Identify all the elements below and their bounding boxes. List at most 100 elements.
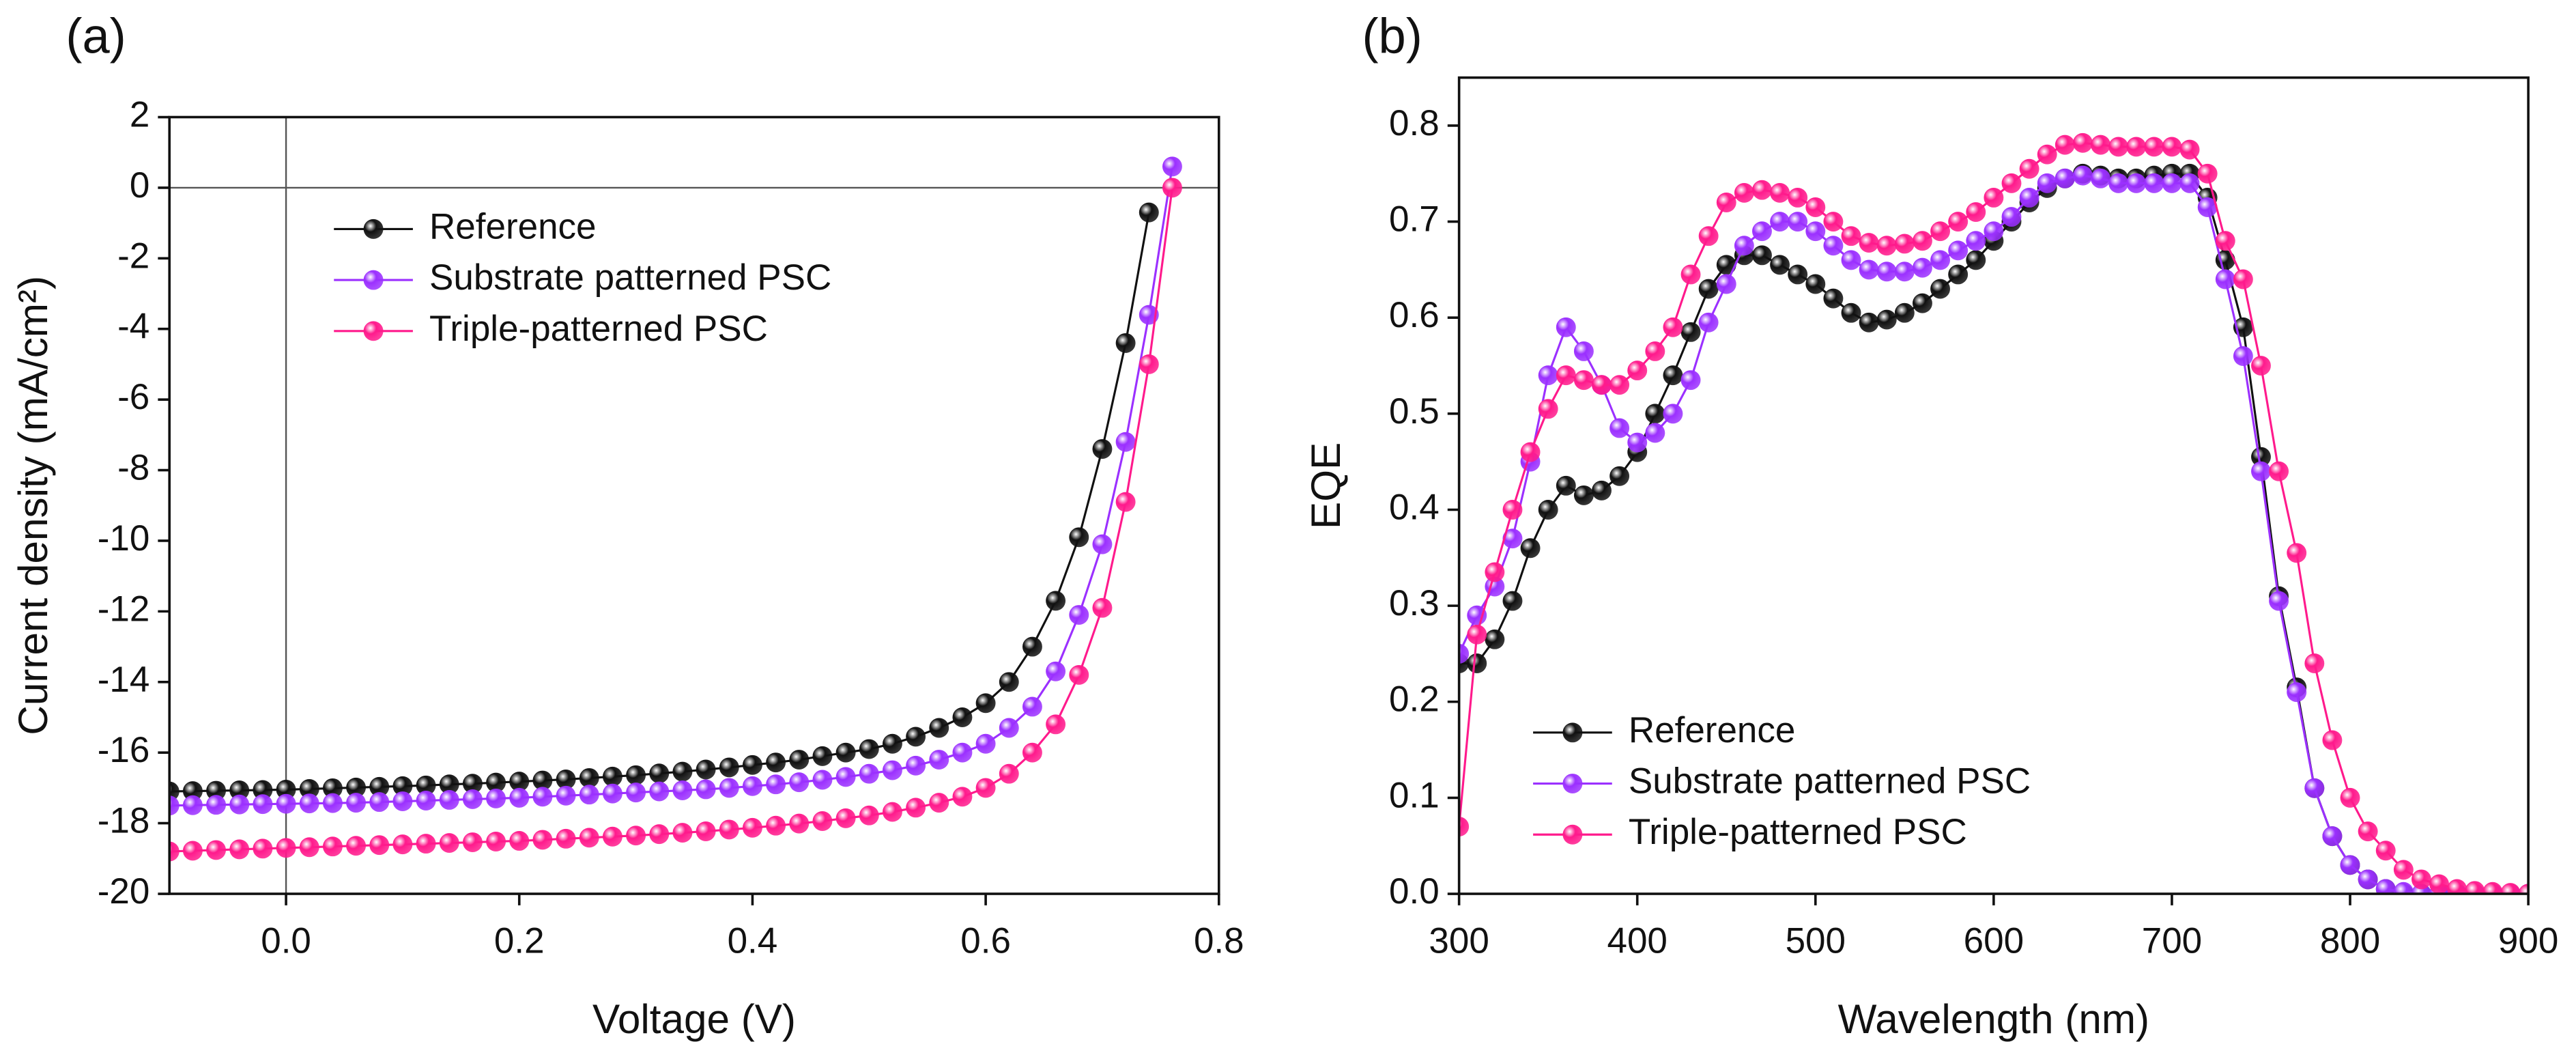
data-point: [322, 778, 343, 798]
data-point: [486, 788, 506, 808]
data-point: [1966, 250, 1986, 270]
data-point: [1716, 193, 1736, 212]
data-point: [1459, 643, 1470, 664]
data-point: [1069, 527, 1089, 548]
data-point: [1823, 212, 1844, 232]
data-point: [416, 775, 436, 795]
data-point: [1788, 187, 1808, 208]
data-point: [1556, 475, 1576, 496]
data-point: [299, 778, 319, 799]
data-point: [1022, 742, 1042, 763]
data-point: [2518, 884, 2529, 894]
data-point: [346, 777, 367, 798]
data-point: [835, 808, 856, 828]
legend-marker: [1562, 722, 1583, 743]
data-point: [1502, 500, 1523, 520]
data-point: [882, 733, 902, 754]
data-point: [626, 783, 646, 803]
x-tick-label: 300: [1429, 920, 1489, 961]
data-point: [276, 780, 296, 800]
x-axis-title: Wavelength (nm): [1838, 996, 2149, 1042]
y-tick-label: -4: [117, 307, 149, 347]
data-point: [1520, 538, 1541, 559]
data-point: [1930, 250, 1951, 270]
data-point: [906, 755, 926, 776]
data-point: [1022, 636, 1042, 657]
data-point: [1645, 404, 1665, 424]
data-point: [1627, 361, 1648, 381]
data-point: [2001, 207, 2022, 227]
legend-label: Triple-patterned PSC: [1629, 812, 1967, 852]
data-point: [322, 836, 343, 857]
data-point: [182, 781, 203, 802]
data-point: [2269, 591, 2289, 611]
data-point: [416, 791, 436, 811]
data-point: [439, 833, 459, 854]
panel-label: (a): [66, 9, 126, 64]
data-point: [229, 839, 250, 860]
y-tick-label: -12: [98, 589, 150, 629]
data-point: [1680, 264, 1701, 285]
data-point: [206, 840, 227, 860]
data-point: [579, 828, 599, 848]
data-point: [1502, 528, 1523, 549]
data-point: [1770, 182, 1790, 203]
data-point: [742, 817, 762, 838]
data-point: [1115, 492, 1136, 512]
y-tick-label: 0.7: [1389, 199, 1440, 240]
data-point: [2072, 132, 2093, 153]
data-point: [2233, 269, 2253, 290]
data-point: [1716, 255, 1736, 275]
data-point: [2108, 137, 2129, 157]
data-point: [649, 781, 670, 802]
data-point: [416, 834, 436, 854]
data-point: [882, 760, 902, 780]
data-point: [766, 815, 786, 836]
x-axis-title: Voltage (V): [592, 996, 796, 1042]
data-point: [952, 742, 973, 763]
y-tick-label: 2: [130, 95, 149, 135]
data-point: [1538, 399, 1558, 419]
data-point: [2412, 869, 2431, 890]
data-point: [1046, 591, 1066, 611]
data-point: [2429, 874, 2450, 894]
data-point: [1930, 221, 1951, 242]
data-point: [169, 841, 180, 862]
data-point: [672, 761, 693, 782]
data-point: [1556, 317, 1576, 337]
data-point: [276, 793, 296, 814]
y-tick-label: -16: [98, 730, 150, 770]
data-point: [276, 838, 296, 858]
data-point: [1876, 262, 1897, 282]
data-point: [2019, 187, 2040, 208]
legend-label: Substrate patterned PSC: [1629, 761, 2031, 802]
data-point: [346, 793, 367, 813]
data-point: [2251, 447, 2271, 467]
data-point: [2287, 682, 2307, 703]
data-point: [2108, 173, 2129, 193]
data-point: [626, 826, 646, 846]
data-point: [1680, 322, 1701, 342]
data-point: [789, 772, 810, 793]
data-point: [882, 802, 902, 822]
data-point: [1573, 370, 1594, 391]
data-point: [1966, 202, 1986, 223]
data-point: [696, 779, 716, 800]
data-point: [1022, 696, 1042, 717]
data-point: [2215, 231, 2235, 251]
x-tick-label: 0.4: [728, 920, 778, 961]
data-point: [1092, 597, 1113, 618]
legend-marker: [363, 270, 384, 290]
data-point: [1485, 629, 1505, 649]
data-point: [322, 793, 343, 813]
data-point: [1046, 661, 1066, 681]
data-point: [369, 835, 390, 856]
data-point: [1162, 178, 1182, 198]
y-tick-label: -2: [117, 236, 149, 276]
data-point: [719, 757, 739, 778]
x-tick-label: 0.8: [1194, 920, 1244, 961]
data-point: [2162, 173, 2182, 193]
data-point: [486, 832, 506, 851]
plot-frame: [1457, 76, 2530, 895]
data-point: [2179, 173, 2200, 193]
